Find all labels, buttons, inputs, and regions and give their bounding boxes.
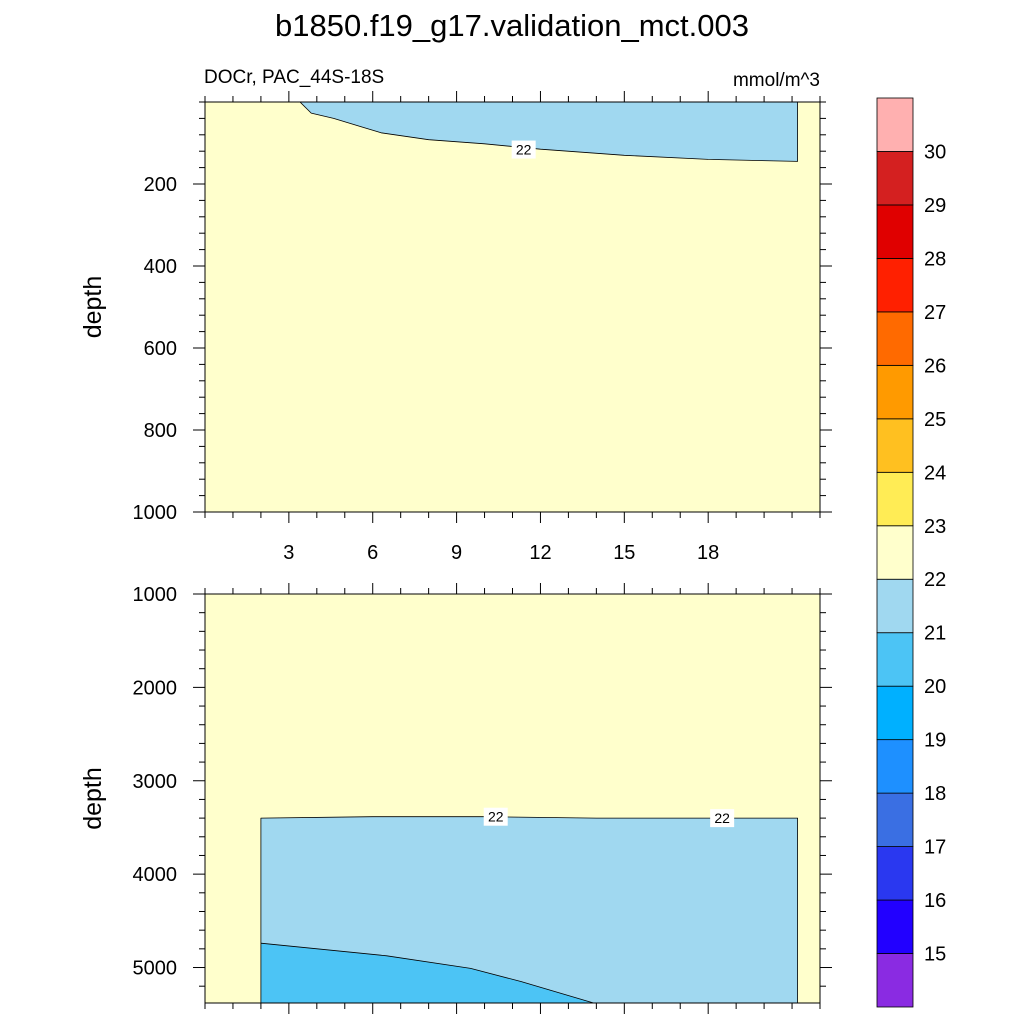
contour-label: 22	[488, 809, 504, 825]
x-tick-label: 3	[283, 542, 294, 564]
lower-panel: 1000 2000 3000 4000 5000 depth 22 22	[79, 583, 832, 1014]
colorbar-label: 21	[924, 623, 946, 645]
colorbar-label: 18	[924, 783, 946, 805]
y-tick-label: 4000	[133, 864, 178, 886]
contour-label: 22	[714, 810, 730, 826]
colorbar-label: 17	[924, 837, 946, 859]
y-tick-label: 800	[144, 420, 177, 442]
y-axis-label: depth	[79, 276, 107, 339]
x-tick-label: 12	[529, 542, 551, 564]
colorbar-label: 23	[924, 516, 946, 538]
panel-fill	[205, 102, 820, 512]
x-tick-label: 15	[613, 542, 635, 564]
contour-label-box	[511, 140, 536, 159]
chart-title: b1850.f19_g17.validation_mct.003	[275, 8, 749, 43]
contour-region-20-21-1	[260, 942, 594, 1003]
y-tick-label: 600	[144, 338, 177, 360]
contour-label-box	[483, 807, 508, 826]
y-tick-label: 1000	[133, 584, 178, 606]
x-tick-label: 9	[451, 542, 462, 564]
y-tick-label: 400	[144, 256, 177, 278]
contour-region-21-22-0	[260, 816, 798, 1003]
colorbar-swatch	[876, 471, 914, 527]
colorbar-label: 16	[924, 890, 946, 912]
variable-label: DOCr, PAC_44S-18S	[204, 67, 384, 88]
y-tick-label: 3000	[133, 771, 178, 793]
background-fill	[205, 102, 820, 512]
colorbar-label: 26	[924, 355, 946, 377]
y-tick-label: 2000	[133, 677, 178, 699]
y-tick-label: 5000	[133, 958, 178, 980]
colorbar-swatch	[876, 792, 914, 847]
colorbar-label: 22	[924, 569, 946, 591]
x-tick-label: 18	[697, 542, 719, 564]
contour-label-box	[710, 809, 735, 828]
colorbar: 15 16 17 18 19 20 21 22 23 24 25 26 27 28 29 30	[876, 97, 946, 1008]
colorbar-swatch	[876, 311, 914, 366]
upper-panel: 3 6 9 12 15 18 200 400 600 800 1000 depth 22	[79, 91, 832, 564]
colorbar-swatch	[876, 685, 914, 741]
y-tick-label: 1000	[133, 502, 178, 524]
colorbar-label: 29	[924, 195, 946, 217]
colorbar-swatch	[876, 899, 914, 954]
colorbar-swatch	[876, 739, 914, 794]
colorbar-swatch	[876, 204, 914, 259]
colorbar-label: 24	[924, 462, 946, 484]
colorbar-swatch	[876, 97, 914, 152]
y-axis-label: depth	[79, 767, 107, 830]
x-tick-label: 6	[367, 542, 378, 564]
colorbar-label: 27	[924, 302, 946, 324]
colorbar-swatch	[876, 364, 914, 420]
colorbar-label: 25	[924, 409, 946, 431]
contour-label: 22	[516, 142, 532, 158]
y-tick-label: 200	[144, 174, 177, 196]
colorbar-swatch	[876, 151, 914, 206]
panel-fill	[205, 594, 820, 1003]
units-label: mmol/m^3	[733, 70, 820, 91]
colorbar-swatch	[876, 953, 914, 1008]
colorbar-label: 30	[924, 141, 946, 163]
contour-region-21-22-0	[260, 102, 798, 162]
colorbar-label: 19	[924, 730, 946, 752]
colorbar-swatch	[876, 525, 914, 580]
colorbar-label: 20	[924, 676, 946, 698]
colorbar-swatch	[876, 258, 914, 313]
colorbar-label: 15	[924, 944, 946, 966]
colorbar-swatch	[876, 632, 914, 687]
colorbar-swatch	[876, 418, 914, 473]
colorbar-swatch	[876, 846, 914, 901]
colorbar-swatch	[876, 578, 914, 634]
colorbar-label: 28	[924, 248, 946, 270]
